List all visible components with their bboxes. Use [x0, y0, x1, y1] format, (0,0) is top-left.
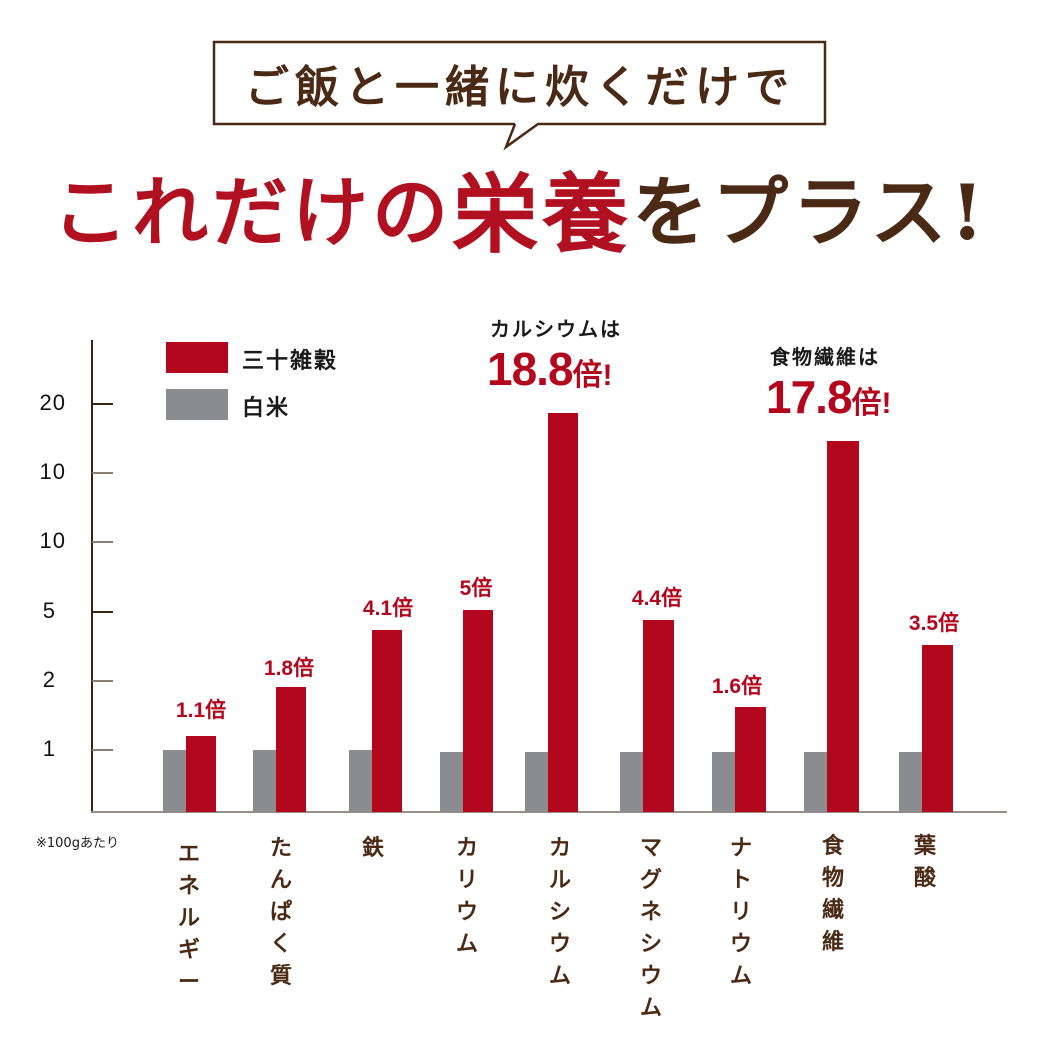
- headline-part2: 栄養: [452, 163, 633, 265]
- ratio-label-energy: 1.1倍: [175, 699, 227, 722]
- category-label-sodium: ナトリウム: [729, 835, 752, 989]
- ratio-label-protein: 1.8倍: [263, 657, 315, 680]
- per-100g-note: ※100gあたり: [36, 836, 119, 851]
- bar-zakkoku-folate: [922, 645, 953, 812]
- y-tick: [92, 611, 113, 613]
- y-tick-label: 5: [42, 598, 56, 623]
- bar-zakkoku-calcium: [548, 413, 578, 812]
- bar-hakumai-calcium: [525, 752, 548, 812]
- bar-zakkoku-protein: [276, 687, 306, 812]
- ratio-label-magnesium: 4.4倍: [631, 587, 683, 610]
- callout-calcium-unit: 倍!: [572, 359, 613, 392]
- callout-fiber-title: 食物繊維は: [770, 345, 880, 369]
- y-tick-label: 1: [42, 736, 56, 761]
- ratio-label-sodium: 1.6倍: [711, 675, 763, 698]
- callout-calcium-title: カルシウムは: [490, 317, 622, 341]
- y-tick-label: 2: [42, 667, 56, 692]
- bar-hakumai-folate: [899, 752, 922, 812]
- bar-zakkoku-sodium: [735, 707, 766, 812]
- y-axis: [91, 340, 93, 813]
- legend-label-hakumai: 白米: [242, 395, 291, 421]
- category-label-folate: 葉酸: [913, 833, 936, 891]
- category-label-fiber: 食物繊維: [821, 833, 844, 955]
- legend-label-sanjuzakkoku: 三十雑穀: [242, 348, 339, 374]
- bar-hakumai-fiber: [804, 752, 827, 812]
- y-tick-label: 10: [39, 528, 66, 553]
- bubble-text: ご飯と一緒に炊くだけで: [245, 62, 795, 113]
- speech-bubble: [212, 40, 827, 151]
- callout-calcium-value: 18.8倍!: [487, 342, 613, 396]
- ratio-label-iron: 4.1倍: [362, 597, 414, 620]
- y-tick: [92, 403, 113, 405]
- bar-zakkoku-magnesium: [643, 620, 674, 812]
- legend-swatch-red: [166, 342, 228, 373]
- callout-calcium-number: 18.8: [487, 343, 574, 395]
- y-tick: [92, 749, 113, 751]
- x-axis: [91, 811, 1007, 813]
- headline-part3: をプラス!: [632, 168, 988, 257]
- bar-hakumai-protein: [253, 750, 276, 812]
- y-tick-label: 10: [39, 459, 66, 484]
- category-label-energy: エネルギー: [177, 841, 200, 995]
- bar-hakumai-iron: [349, 750, 372, 812]
- y-tick-label: 20: [39, 390, 66, 415]
- category-label-iron: 鉄: [361, 835, 384, 861]
- bar-hakumai-sodium: [712, 752, 735, 812]
- callout-fiber-value: 17.8倍!: [766, 370, 892, 424]
- bar-hakumai-magnesium: [620, 752, 643, 812]
- bar-zakkoku-fiber: [827, 441, 859, 812]
- headline-part1: これだけの: [52, 168, 453, 257]
- callout-fiber-unit: 倍!: [851, 387, 892, 420]
- category-label-protein: たんぱく質: [269, 835, 292, 989]
- bar-hakumai-energy: [163, 750, 186, 812]
- y-tick: [92, 680, 113, 682]
- y-tick: [92, 541, 113, 543]
- category-label-magnesium: マグネシウム: [639, 835, 662, 1021]
- category-label-calcium: カルシウム: [548, 835, 571, 989]
- bar-zakkoku-potassium: [463, 610, 493, 812]
- ratio-label-folate: 3.5倍: [908, 612, 960, 635]
- y-tick: [92, 472, 113, 474]
- ratio-label-potassium: 5倍: [459, 577, 493, 600]
- legend-swatch-gray: [166, 389, 228, 420]
- bar-hakumai-potassium: [440, 752, 463, 812]
- callout-fiber-number: 17.8: [766, 371, 853, 423]
- headline: これだけの 栄養 をプラス!: [50, 158, 990, 265]
- category-label-potassium: カリウム: [455, 835, 478, 957]
- bar-zakkoku-energy: [186, 736, 216, 812]
- bar-zakkoku-iron: [372, 630, 402, 812]
